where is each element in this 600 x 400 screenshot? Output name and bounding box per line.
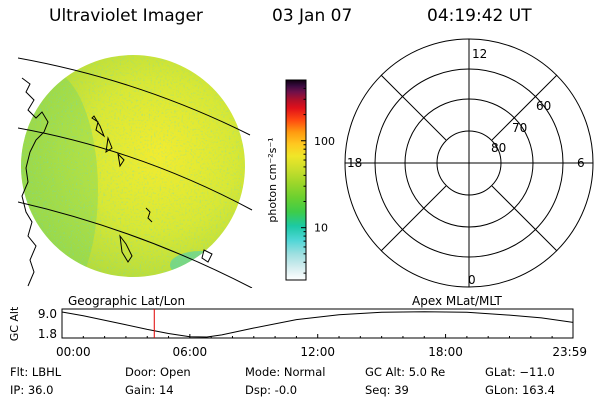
glon-info: GLon: 163.4 xyxy=(485,383,555,397)
colorbar-tick-label: 100 xyxy=(314,135,335,148)
colorbar-tick-label: 10 xyxy=(314,222,328,235)
filter-info: Flt: LBHL xyxy=(10,365,62,379)
instrument-title: Ultraviolet Imager xyxy=(49,6,203,26)
lat-line-2 xyxy=(18,127,253,211)
altitude-ytick-min: 1.8 xyxy=(38,327,57,341)
altitude-ylabel: GC Alt xyxy=(8,306,21,341)
mlt-label-6: 6 xyxy=(577,156,585,170)
glat-info: GLat: −11.0 xyxy=(485,365,555,379)
lat-line-1 xyxy=(18,57,251,136)
altitude-x-tick-label: 23:59 xyxy=(552,345,587,359)
altitude-curve xyxy=(61,311,574,338)
colorbar-gradient xyxy=(285,79,307,281)
gc-alt-info: GC Alt: 5.0 Re xyxy=(365,365,446,379)
time-label: 04:19:42 UT xyxy=(427,6,532,26)
coastline-island-4 xyxy=(145,207,153,223)
mlat-label-80: 80 xyxy=(491,141,506,155)
ip-info: IP: 36.0 xyxy=(10,383,54,397)
lat-lines xyxy=(18,57,253,288)
mlt-label-18: 18 xyxy=(347,156,362,170)
colorbar-ticks: 100 10 xyxy=(301,79,335,274)
altitude-x-tick-label: 00:00 xyxy=(56,345,91,359)
coastline-island-3 xyxy=(117,152,125,168)
geographic-frame-label: Geographic Lat/Lon xyxy=(68,294,185,308)
date-label: 03 Jan 07 xyxy=(272,6,353,26)
coastline-west xyxy=(21,77,49,287)
coastline-island-5 xyxy=(119,234,133,263)
earth-image xyxy=(18,55,253,288)
mlat-label-60: 60 xyxy=(536,99,551,113)
colorbar: 100 10 photon cm⁻²s⁻¹ xyxy=(266,79,335,281)
altitude-x-tick-label: 12:00 xyxy=(300,345,335,359)
mlat-label-70: 70 xyxy=(512,121,527,135)
mlt-label-0: 0 xyxy=(468,273,476,287)
seq-info: Seq: 39 xyxy=(365,383,409,397)
altitude-x-ticks: 00:00 06:00 12:00 18:00 23:59 xyxy=(56,334,587,359)
altitude-plot-frame xyxy=(61,308,574,339)
gain-info: Gain: 14 xyxy=(125,383,174,397)
coastline-island-1 xyxy=(91,115,106,138)
altitude-x-tick-label: 06:00 xyxy=(173,345,208,359)
dsp-info: Dsp: -0.0 xyxy=(245,383,298,397)
lat-line-3 xyxy=(18,201,253,288)
polar-diagonal-3 xyxy=(491,74,558,141)
coastline-island-6 xyxy=(201,249,213,263)
door-info: Door: Open xyxy=(125,365,191,379)
altitude-x-tick-label: 18:00 xyxy=(428,345,463,359)
colorbar-unit: photon cm⁻²s⁻¹ xyxy=(266,137,279,222)
altitude-plot: 00:00 06:00 12:00 18:00 23:59 9.0 1.8 GC Alt xyxy=(8,306,587,359)
mlt-label-12: 12 xyxy=(472,47,487,61)
polar-plot xyxy=(344,38,594,288)
polar-diagonal-1 xyxy=(380,74,447,141)
altitude-ytick-max: 9.0 xyxy=(38,307,57,321)
polar-diagonal-2 xyxy=(491,185,558,252)
apex-frame-label: Apex MLat/MLT xyxy=(412,294,502,308)
polar-diagonal-4 xyxy=(380,185,447,252)
mode-info: Mode: Normal xyxy=(245,365,326,379)
